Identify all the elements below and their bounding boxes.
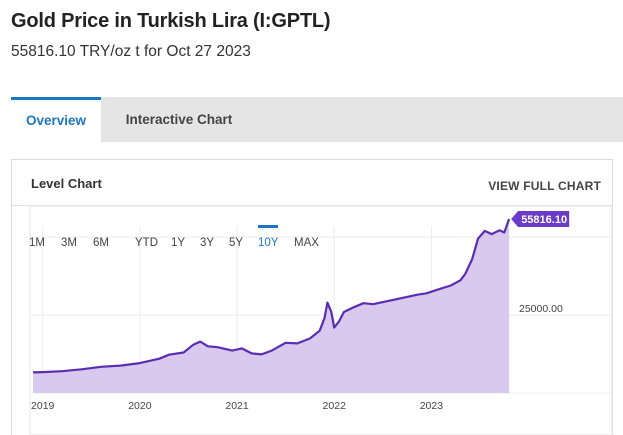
x-tick-label: 2019 [31, 400, 55, 412]
last-value-label: 55816.10 [521, 214, 567, 226]
last-value-badge: 55816.10 [511, 211, 570, 228]
x-tick-label: 2021 [225, 400, 249, 412]
range-3m[interactable]: 3M [61, 237, 77, 249]
range-5y[interactable]: 5Y [229, 237, 244, 249]
tab-overview[interactable]: Overview [11, 97, 101, 142]
x-tick-label: 2023 [420, 400, 444, 412]
range-ytd[interactable]: YTD [135, 237, 158, 249]
price-subtitle: 55816.10 TRY/oz t for Oct 27 2023 [11, 43, 251, 60]
tab-interactive-chart[interactable]: Interactive Chart [125, 112, 233, 127]
range-3y[interactable]: 3Y [200, 237, 215, 249]
y-tick-label: 25000.00 [519, 303, 563, 315]
card-title: Level Chart [31, 176, 102, 191]
plot-frame [29, 205, 613, 435]
price-line [32, 218, 511, 374]
x-tick-label: 2022 [323, 400, 347, 412]
page-title: Gold Price in Turkish Lira (I:GPTL) [11, 10, 331, 32]
view-full-chart-link[interactable]: VIEW FULL CHART [488, 179, 601, 193]
range-1y[interactable]: 1Y [171, 237, 186, 249]
y-axis: 25000.00 [519, 303, 563, 315]
badge-shape [511, 211, 570, 228]
tab-bar: Overview Interactive Chart [11, 97, 623, 142]
x-tick-label: 2020 [128, 400, 152, 412]
x-axis: 2019 2020 2021 2022 2023 [31, 400, 443, 412]
range-max[interactable]: MAX [294, 237, 319, 249]
price-area [33, 219, 510, 393]
range-6m[interactable]: 6M [93, 237, 109, 249]
range-10y[interactable]: 10Y [258, 225, 279, 258]
range-1m[interactable]: 1M [29, 237, 45, 249]
